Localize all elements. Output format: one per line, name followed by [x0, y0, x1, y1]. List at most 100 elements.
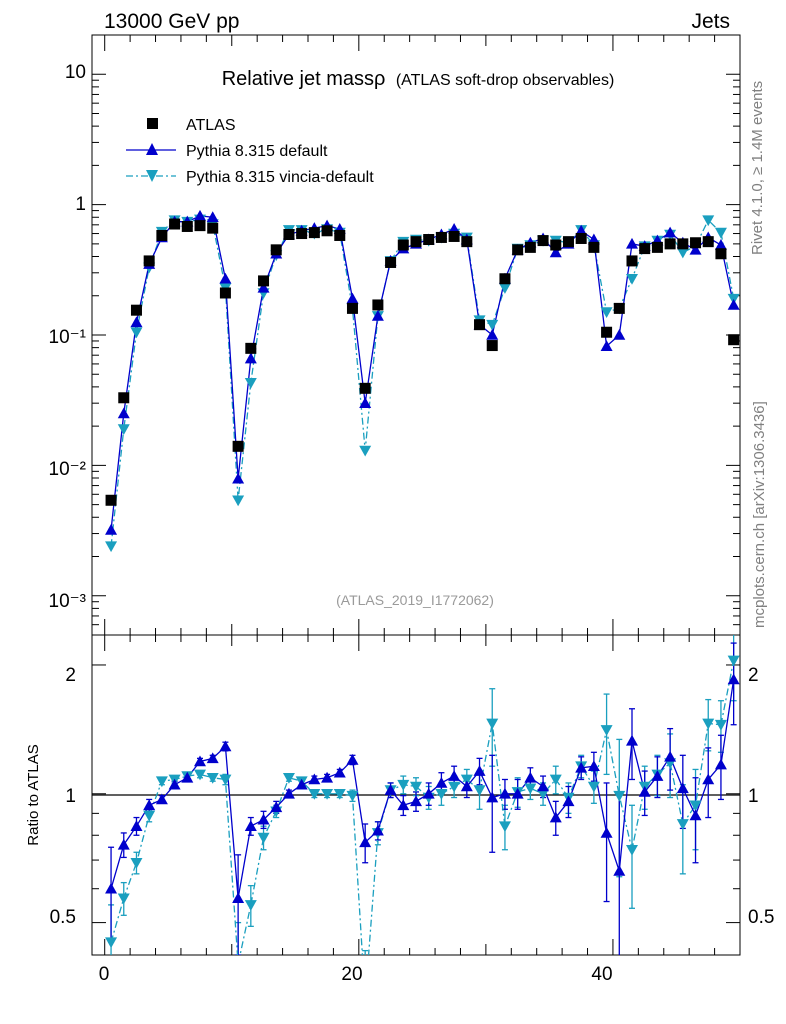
vincia-ratio-point [613, 790, 626, 802]
ratio-panel: 2 1 0.5 2 1 0.5 Ratio to ATLAS 0 20 40 [25, 634, 774, 1006]
default-point [689, 243, 702, 255]
default-ratio-point [714, 758, 727, 770]
vincia-ratio-point [600, 725, 613, 736]
vincia-ratio-point [587, 781, 600, 793]
atlas-point [512, 244, 524, 256]
atlas-point [677, 238, 689, 250]
vincia-ratio-point [219, 774, 232, 786]
atlas-point [524, 241, 536, 253]
atlas-point [474, 319, 486, 331]
ratio-y-axis-label: Ratio to ATLAS [25, 744, 42, 845]
default-ratio-point [448, 770, 461, 781]
atlas-point [601, 326, 613, 338]
y-tick-label-1: 1 [75, 194, 86, 215]
main-panel: 10 1 10⁻¹ 10⁻² 10⁻³ Relative jet massρ (… [49, 34, 741, 636]
default-point [613, 329, 626, 340]
default-ratio-point [435, 776, 448, 788]
vincia-ratio-point [537, 788, 550, 800]
main-axis-ticks [92, 34, 740, 636]
ratio-y-tick-label-right-0.5: 0.5 [748, 907, 774, 928]
default-ratio-point [181, 771, 194, 783]
default-point [244, 352, 257, 364]
vincia-ratio-point [155, 776, 168, 788]
vincia-point [117, 424, 130, 436]
default-point [714, 239, 727, 250]
vincia-ratio-point [105, 937, 118, 949]
default-ratio-point [105, 882, 118, 894]
vincia-ratio-point [282, 772, 295, 784]
vincia-ratio-point [626, 844, 638, 856]
energy-label: 13000 GeV pp [104, 10, 239, 33]
vincia-point [626, 273, 638, 285]
atlas-point [562, 236, 574, 248]
vincia-ratio-point [206, 772, 219, 784]
default-ratio-point [232, 892, 245, 904]
default-ratio-point [155, 793, 168, 805]
default-point [219, 272, 232, 284]
atlas-point [423, 234, 435, 246]
atlas-point [410, 236, 422, 248]
vincia-ratio-point [549, 774, 562, 786]
y-tick-label-0.1: 10⁻¹ [49, 327, 87, 348]
atlas-point [626, 255, 638, 267]
vincia-ratio-point [410, 781, 422, 793]
vincia-ratio-point [333, 788, 346, 800]
default-ratio-point [270, 801, 283, 813]
default-ratio-point [587, 760, 600, 772]
vincia-ratio-point [448, 781, 461, 793]
atlas-point [283, 228, 295, 240]
vincia-series-line [110, 218, 735, 547]
atlas-point [397, 239, 409, 251]
ratio-y-tick-label-2: 2 [65, 665, 76, 686]
default-ratio-point [295, 778, 308, 790]
vincia-point [130, 327, 143, 339]
atlas-point [372, 299, 384, 311]
default-ratio-point [130, 820, 143, 831]
vincia-ratio-point [117, 893, 130, 905]
atlas-point [359, 382, 371, 394]
atlas-point [613, 302, 625, 314]
default-point [727, 298, 740, 310]
atlas-point [296, 228, 308, 240]
atlas-point [258, 275, 270, 287]
side-version-label: Rivet 4.1.0, ≥ 1.4M events [749, 81, 766, 255]
vincia-ratio-point [498, 821, 511, 833]
vincia-ratio-point [321, 788, 334, 800]
default-ratio-point [219, 740, 232, 752]
atlas-point [169, 218, 181, 230]
vincia-ratio-line [110, 660, 735, 955]
default-ratio-point [371, 824, 384, 836]
atlas-point [334, 229, 346, 241]
default-ratio-point [460, 780, 473, 792]
vincia-ratio-point [460, 774, 473, 786]
default-point [600, 340, 613, 352]
default-point [206, 211, 219, 223]
y-tick-label-10: 10 [65, 62, 86, 83]
default-ratio-point [613, 865, 626, 876]
default-point [549, 246, 562, 258]
atlas-point [461, 236, 473, 248]
legend-vincia-label: Pythia 8.315 vincia-default [186, 169, 374, 186]
atlas-point [664, 238, 676, 250]
default-ratio-point [486, 791, 499, 803]
vincia-point [486, 319, 499, 331]
atlas-point [651, 241, 663, 253]
vincia-ratio-point [359, 995, 371, 1006]
default-ratio-point [664, 750, 677, 762]
atlas-point [143, 255, 155, 267]
atlas-point [181, 220, 193, 232]
process-label: Jets [691, 10, 730, 33]
atlas-point [715, 248, 727, 260]
vincia-point [105, 541, 118, 553]
default-ratio-point [206, 752, 219, 764]
default-series-line [110, 215, 735, 530]
atlas-point [118, 392, 130, 404]
vincia-point [702, 215, 715, 227]
vincia-point [232, 495, 245, 507]
legend: ATLAS Pythia 8.315 default Pythia 8.315 … [126, 117, 374, 186]
vincia-ratio-point [244, 900, 257, 911]
atlas-point [702, 236, 714, 248]
atlas-point [207, 222, 219, 234]
side-source-label: mcplots.cern.ch [arXiv:1306.3436] [751, 401, 768, 628]
vincia-ratio-point [435, 788, 448, 800]
